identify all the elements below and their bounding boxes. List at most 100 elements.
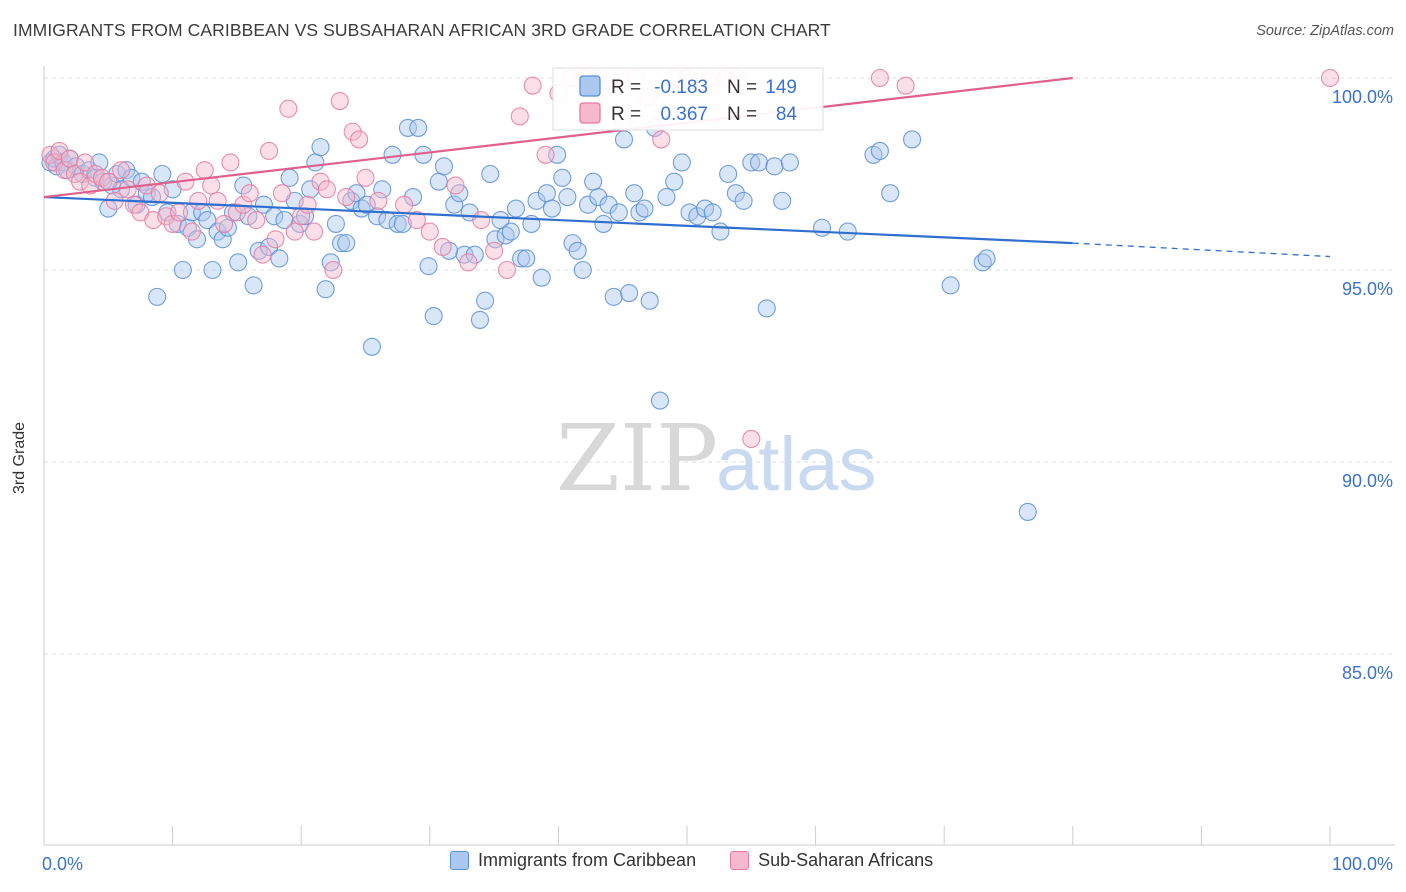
point-pink-80 [742,429,761,449]
point-pink-6 [70,172,90,191]
point-pink-64 [536,145,555,164]
point-blue-58 [326,214,345,233]
point-blue-109 [589,187,608,207]
point-blue-129 [711,222,730,241]
point-blue-135 [757,299,776,318]
point-pink-22 [169,203,189,222]
point-pink-82 [896,76,915,95]
point-pink-33 [240,184,259,203]
point-pink-60 [485,241,504,260]
stats-n-label-1: N = [727,104,757,125]
point-blue-42 [244,276,263,295]
point-pink-37 [266,230,285,249]
point-blue-59 [332,234,351,253]
point-blue-134 [749,153,769,172]
point-pink-40 [285,222,304,241]
point-blue-88 [481,164,500,184]
legend-item-subsaharan[interactable]: Sub-Saharan Africans [730,850,933,871]
point-blue-122 [657,187,676,207]
stats-r-value-1: 0.367 [660,104,708,125]
point-pink-31 [227,203,246,222]
point-pink-1 [45,153,64,172]
y-tick-label-3: 85.0% [1342,663,1393,683]
point-pink-55 [420,222,439,241]
point-blue-102 [553,168,572,187]
tick-labels: 100.0% 95.0% 90.0% 85.0% 0.0% 100.0% [42,87,1393,874]
stats-n-value-1: 84 [776,104,798,125]
point-blue-123 [665,172,684,191]
point-blue-55 [311,138,330,157]
point-pink-7 [76,153,95,172]
point-blue-138 [780,153,799,172]
point-blue-71 [393,214,412,233]
point-blue-97 [527,191,546,210]
trend-line-pink [43,76,1073,199]
stats-swatch-1 [579,102,601,124]
point-blue-94 [512,249,531,268]
point-blue-124 [672,153,691,172]
x-tick-label-right: 100.0% [1332,854,1393,874]
point-blue-33 [198,211,217,230]
trend-lines [43,76,1331,258]
point-blue-54 [306,153,325,172]
grid [44,77,1395,655]
point-blue-119 [640,291,659,310]
point-blue-34 [203,260,222,280]
point-blue-93 [506,199,526,218]
point-blue-145 [941,276,960,295]
point-blue-100 [542,199,562,218]
point-blue-44 [254,195,273,214]
point-blue-49 [280,168,299,187]
point-blue-106 [573,260,592,280]
point-pink-81 [870,68,889,88]
point-blue-139 [812,218,832,237]
point-blue-45 [259,237,279,257]
bottom-legend: Immigrants from Caribbean Sub-Saharan Af… [450,850,967,871]
y-tick-label-2: 90.0% [1342,471,1393,491]
point-pink-73 [652,130,671,149]
chart-title: IMMIGRANTS FROM CARIBBEAN VS SUBSAHARAN … [13,20,831,40]
point-blue-95 [517,249,536,268]
point-blue-147 [977,249,996,268]
legend-swatch-pink [730,851,750,870]
point-blue-79 [434,157,453,176]
stats-swatch-0 [579,75,601,97]
point-blue-142 [870,141,889,161]
point-blue-23 [148,287,167,306]
point-pink-59 [472,211,491,230]
point-pink-42 [298,195,317,214]
point-blue-70 [388,214,407,233]
point-pink-62 [510,107,529,126]
trend-line-blue-extension [1072,242,1331,258]
legend-item-caribbean[interactable]: Immigrants from Caribbean [450,850,696,871]
point-pink-35 [253,245,272,264]
point-pink-34 [247,211,266,230]
legend-swatch-blue [450,851,469,870]
point-blue-105 [568,241,587,260]
point-blue-114 [614,130,634,149]
point-blue-131 [726,184,745,203]
point-pink-54 [407,211,426,230]
point-blue-99 [537,184,556,203]
point-blue-81 [445,195,464,214]
point-blue-56 [316,280,335,299]
point-blue-98 [532,268,551,287]
point-pink-48 [337,187,356,207]
point-blue-126 [688,207,707,226]
point-pink-28 [208,191,227,210]
point-blue-60 [337,234,356,253]
point-pink-49 [343,122,362,141]
point-blue-130 [719,164,738,184]
point-blue-148 [1018,502,1037,521]
point-blue-112 [604,287,623,306]
stats-legend-box: R = -0.183 N = 149 R = 0.367 N = 84 [552,67,824,131]
point-blue-140 [838,222,857,241]
point-blue-39 [229,253,248,272]
point-blue-48 [275,211,294,230]
point-pink-26 [195,161,214,180]
point-blue-133 [742,153,761,172]
point-pink-46 [324,260,343,280]
point-blue-76 [419,257,438,276]
point-blue-144 [902,130,922,149]
point-blue-74 [409,118,428,137]
